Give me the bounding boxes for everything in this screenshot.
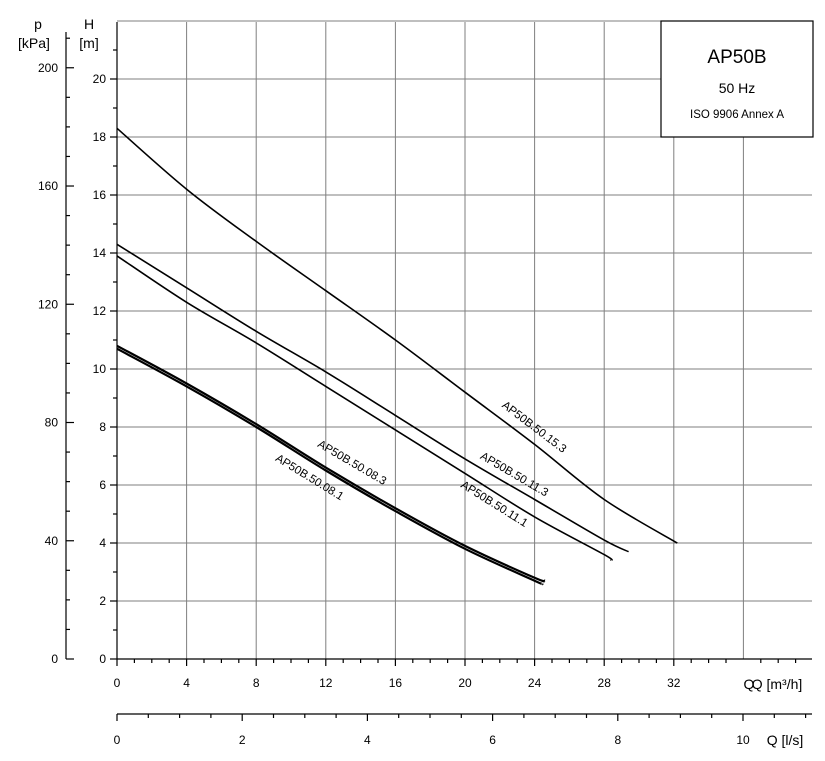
p-tick-label: 40 [45, 534, 59, 548]
curves [116, 127, 678, 586]
legend-title: AP50B [707, 47, 766, 68]
q-m3h-tick-label: 28 [598, 676, 612, 690]
curve-label-ap50b-50-11-3: AP50B.50.11.3 [478, 450, 550, 499]
h-tick-label: 0 [99, 652, 106, 666]
h-axis-symbol: H [84, 16, 94, 32]
q-ls-tick-label: 10 [736, 733, 750, 747]
h-tick-label: 6 [99, 478, 106, 492]
h-tick-label: 8 [99, 420, 106, 434]
q-m3h-tick-label: 32 [667, 676, 681, 690]
q-m3h-tick-label: 12 [319, 676, 333, 690]
curve-ap50b-50-08-3 [116, 344, 546, 583]
h-tick-label: 18 [93, 130, 107, 144]
legend-frequency: 50 Hz [719, 80, 756, 96]
curve-ap50b-50-11-1 [116, 255, 613, 562]
curve-ap50b-50-11-3 [116, 243, 629, 553]
curve-ap50b-50-08-1 [116, 347, 544, 586]
q-m3h-tick-label: 4 [183, 676, 190, 690]
q-ls-tick-label: 4 [364, 733, 371, 747]
p-tick-label: 200 [38, 61, 58, 75]
q-m3h-tick-label: 8 [253, 676, 260, 690]
q-m3h-tick-label: 16 [389, 676, 403, 690]
q-m3h-tick-label: 20 [458, 676, 472, 690]
p-axis-symbol: p [34, 16, 42, 32]
h-tick-label: 2 [99, 594, 106, 608]
curve-label-ap50b-50-11-1: AP50B.50.11.1 [458, 479, 529, 530]
p-tick-label: 120 [38, 297, 58, 311]
p-tick-label: 0 [51, 652, 58, 666]
q-ls-tick-label: 6 [489, 733, 496, 747]
curve-label-ap50b-50-15-3: AP50B.50.15.3 [499, 399, 568, 455]
h-tick-label: 12 [93, 304, 107, 318]
q-axis-extra-label: Q [744, 676, 755, 692]
q-ls-tick-label: 8 [614, 733, 621, 747]
q-m3h-tick-label: 24 [528, 676, 542, 690]
h-tick-label: 4 [99, 536, 106, 550]
h-tick-label: 14 [93, 246, 107, 260]
legend-frame [660, 20, 814, 138]
h-tick-label: 10 [93, 362, 107, 376]
p-tick-label: 160 [38, 179, 58, 193]
grid-lines [117, 20, 812, 659]
p-axis-unit: [kPa] [18, 35, 50, 51]
legend-standard: ISO 9906 Annex A [690, 109, 784, 121]
h-tick-label: 16 [93, 188, 107, 202]
q-m3h-axis-label: Q [m³/h] [752, 676, 803, 692]
q-ls-axis-label: Q [l/s] [767, 732, 804, 748]
legend-box: AP50B 50 Hz ISO 9906 Annex A [660, 20, 814, 138]
q-m3h-tick-label: 0 [114, 676, 121, 690]
h-tick-label: 20 [93, 72, 107, 86]
q-ls-tick-label: 0 [114, 733, 121, 747]
q-ls-tick-label: 2 [239, 733, 246, 747]
p-tick-label: 80 [45, 416, 59, 430]
curve-ap50b-50-15-3 [116, 127, 678, 544]
h-axis-unit: [m] [79, 35, 98, 51]
